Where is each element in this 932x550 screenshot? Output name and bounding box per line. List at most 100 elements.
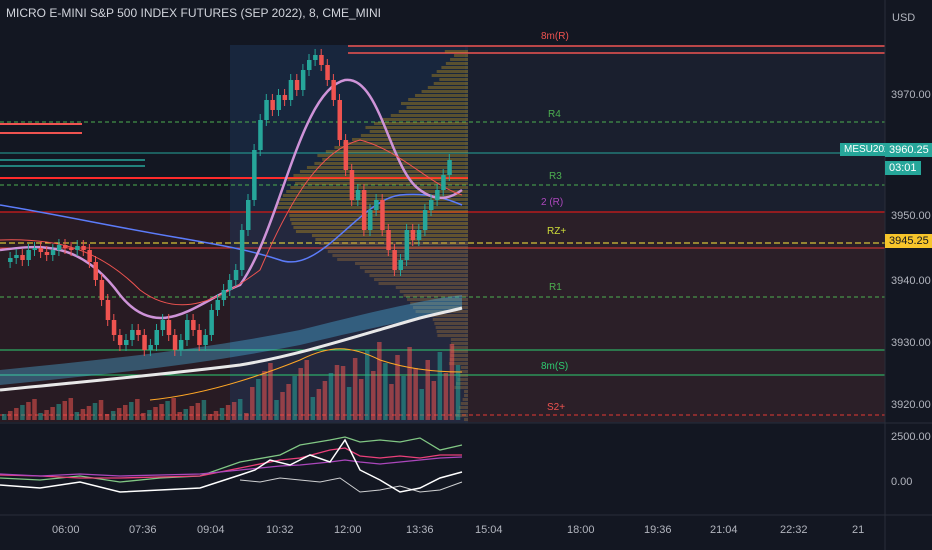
candle-body [422,210,428,230]
volume-bar [389,384,394,420]
volume-bar [8,411,13,420]
profile-bar [430,314,468,317]
volume-bar [231,402,237,420]
candle-body [185,320,190,340]
candle-body [63,245,68,248]
profile-bar [464,390,468,393]
volume-bar [14,408,19,420]
profile-bar [450,58,468,61]
profile-bar [278,202,468,205]
profile-bar [291,222,468,225]
profile-bar [365,126,468,129]
volume-bar [286,384,291,420]
candle-body [300,70,306,90]
volume-bar [328,373,334,420]
volume-bar [298,368,303,420]
profile-bar [459,406,468,409]
profile-bar [455,382,468,385]
candle-body [50,250,56,255]
candle-body [117,335,123,345]
profile-bar [282,194,468,197]
volume-bar [316,389,322,420]
indicator-tick: 0.00 [891,476,913,488]
profile-bar [374,278,468,281]
profile-bar [444,50,468,53]
volume-bar [92,403,98,420]
volume-bar [56,404,61,420]
profile-bar [289,210,468,213]
candle-body [154,330,159,345]
candle-body [172,335,178,350]
volume-bar [98,400,104,420]
volume-bars [2,342,461,420]
profile-bar [464,418,468,421]
symbol-title[interactable]: MICRO E-MINI S&P 500 INDEX FUTURES (SEP … [6,6,381,20]
profile-bar [403,294,468,297]
profile-bar [306,166,468,169]
volume-bar [352,358,358,420]
volume-bar [62,401,67,420]
volume-bar [44,410,49,420]
candle-body [93,262,98,280]
candle-body [325,65,330,80]
volume-bar [32,399,37,420]
volume-bar [346,387,352,420]
currency-label[interactable]: USD [892,12,916,24]
volume-bar [195,403,201,420]
profile-bar [459,370,468,373]
profile-bar [360,134,468,137]
volume-bar [383,363,388,420]
volume-bar [371,371,376,420]
candle-body [148,345,153,350]
level-r4: R4 [548,109,561,120]
profile-bar [464,394,468,397]
profile-bar [427,86,468,89]
symbol-tag: MESU2022 [840,143,900,156]
candle-body [410,230,416,240]
candle-body [105,300,111,320]
level-r3: R3 [549,171,562,182]
level-r1: R1 [549,282,562,293]
profile-bar [280,198,468,201]
volume-bar [213,411,219,420]
candlesticks [8,49,452,356]
profile-bar [369,130,468,133]
profile-bar [437,334,468,337]
profile-bar [398,110,468,113]
candle-body [75,246,80,250]
profile-bar [290,186,468,189]
candle-body [416,230,422,240]
volume-bar [334,365,340,420]
candle-body [447,160,452,175]
candle-body [160,320,166,330]
volume-bar [225,405,231,420]
volume-bar [26,402,31,420]
candle-body [270,100,275,110]
candle-body [246,200,251,230]
profile-bar [408,98,468,101]
candle-body [87,250,92,262]
volume-bar [340,366,346,420]
profile-bar [352,138,468,141]
level-r-mid: 2 (R) [541,197,563,208]
profile-bar [460,402,468,405]
volume-bar [268,363,273,420]
profile-bar [395,286,468,289]
volume-bar [135,399,140,420]
profile-bar [378,282,468,285]
price-tick: 3930.00 [891,337,931,349]
profile-bar [449,358,468,361]
volume-bar [68,398,74,420]
profile-bar [337,258,468,261]
time-tick: 06:00 [52,524,80,536]
profile-bar [319,242,468,245]
level-price-tag: 3945.25 [885,234,932,248]
profile-bar [441,66,468,69]
profile-bar [289,214,468,217]
volume-bar [38,413,43,420]
candle-body [69,248,74,250]
profile-bar [434,322,468,325]
volume-bar [129,402,134,420]
candle-body [203,335,208,345]
